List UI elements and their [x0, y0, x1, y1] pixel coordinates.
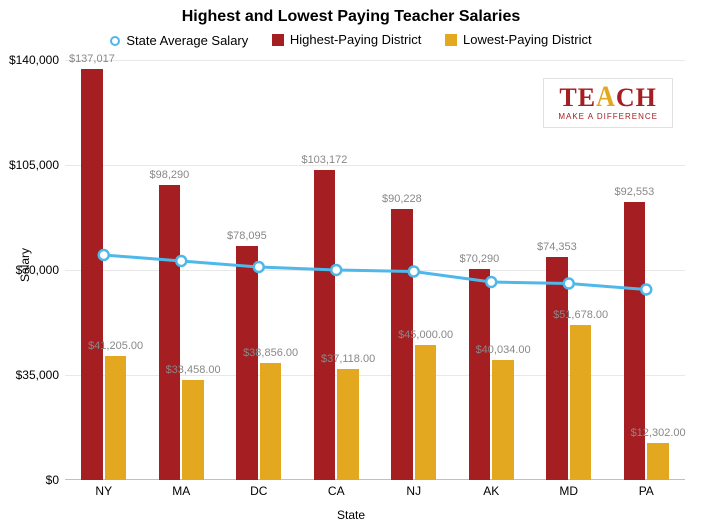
logo-subtitle: MAKE A DIFFERENCE — [558, 113, 658, 121]
legend-label: Lowest-Paying District — [463, 32, 592, 47]
x-tick-label: PA — [608, 484, 686, 498]
legend: State Average Salary Highest-Paying Dist… — [0, 32, 702, 49]
chart-title: Highest and Lowest Paying Teacher Salari… — [0, 8, 702, 26]
x-tick-label: AK — [453, 484, 531, 498]
x-tick-label: NY — [65, 484, 143, 498]
y-tick-label: $105,000 — [7, 158, 59, 172]
logo-text: TEACH — [558, 85, 658, 111]
x-axis-label: State — [0, 508, 702, 522]
square-icon — [445, 34, 457, 46]
line-marker-icon — [641, 285, 651, 295]
line-marker-icon — [331, 265, 341, 275]
legend-item-avg: State Average Salary — [110, 33, 248, 48]
chart-container: Highest and Lowest Paying Teacher Salari… — [0, 0, 702, 530]
circle-marker-icon — [110, 36, 120, 46]
x-tick-label: MA — [143, 484, 221, 498]
line-marker-icon — [254, 262, 264, 272]
x-tick-label: CA — [298, 484, 376, 498]
line-marker-icon — [409, 267, 419, 277]
x-tick-label: NJ — [375, 484, 453, 498]
y-tick-label: $35,000 — [7, 368, 59, 382]
plot-area: $0$35,000$70,000$105,000$140,000NY$137,0… — [65, 60, 685, 480]
legend-label: State Average Salary — [126, 33, 248, 48]
legend-label: Highest-Paying District — [290, 32, 422, 47]
x-tick-label: DC — [220, 484, 298, 498]
line-marker-icon — [99, 250, 109, 260]
square-icon — [272, 34, 284, 46]
y-tick-label: $140,000 — [7, 53, 59, 67]
line-marker-icon — [564, 279, 574, 289]
y-tick-label: $70,000 — [7, 263, 59, 277]
line-marker-icon — [486, 277, 496, 287]
line-marker-icon — [176, 256, 186, 266]
legend-item-lowest: Lowest-Paying District — [445, 32, 592, 47]
x-tick-label: MD — [530, 484, 608, 498]
teach-logo: TEACH MAKE A DIFFERENCE — [543, 78, 673, 128]
legend-item-highest: Highest-Paying District — [272, 32, 422, 47]
y-tick-label: $0 — [7, 473, 59, 487]
